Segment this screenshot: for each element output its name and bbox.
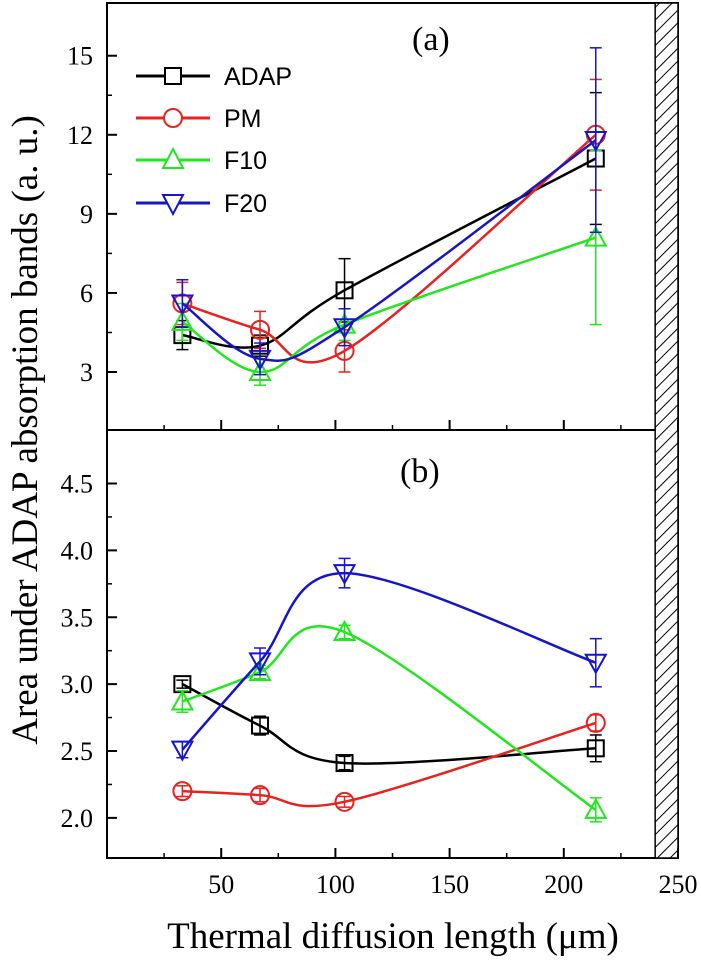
panel-b-point-pm-2 (334, 791, 355, 812)
panel-a-point-adap-2 (335, 281, 354, 300)
panel-a-ytick-label-0: 3 (80, 358, 93, 387)
panel-a-point-f20-1 (248, 349, 272, 371)
panel-a-point-f20-2 (332, 318, 357, 340)
xtick-label-4: 250 (659, 870, 698, 899)
panel-b-point-pm-1 (250, 785, 271, 806)
panel-a-line-f10 (181, 236, 597, 374)
panel-b-point-adap-3 (586, 739, 605, 758)
y-axis-title: Area under ADAP absorption bands (a. u.) (5, 115, 46, 745)
panel-b-point-f10-2 (332, 619, 357, 641)
legend-marker-f10 (161, 146, 185, 169)
legend-label-pm: PM (224, 105, 262, 133)
axis-ticks: 3 6 9 12 15 2.0 2.5 3.0 3.5 4.0 4.5 50 100 150 200 250 (61, 42, 698, 899)
panel-a-point-f10-1 (248, 359, 272, 382)
panel-b-ytick-label-5: 4.5 (61, 470, 94, 499)
panel-a-frame (106, 2, 679, 431)
panel-b-point-f20-2 (332, 564, 357, 586)
panel-b-line-f10 (181, 624, 597, 811)
panel-b-point-f10-1 (248, 660, 272, 682)
xtick-label-0: 50 (208, 870, 234, 899)
panel-a-point-f10-3 (584, 225, 608, 247)
panel-b-point-adap-1 (251, 716, 270, 735)
panel-b-point-f10-3 (584, 797, 608, 819)
panel-b-ytick-label-0: 2.0 (61, 804, 94, 833)
panel-b-frame (106, 429, 679, 859)
panel-b-line-pm (182, 721, 597, 808)
legend-label-adap: ADAP (224, 63, 292, 91)
x-axis-title: Thermal diffusion length (μm) (167, 916, 619, 957)
panel-b-point-f10-0 (170, 689, 195, 711)
xtick-label-1: 100 (316, 870, 355, 899)
legend-marker-pm (163, 108, 183, 128)
legend-marker-f20 (161, 194, 185, 217)
panel-b-point-f20-1 (248, 652, 272, 674)
panel-b-ytick-label-4: 4.0 (61, 536, 94, 565)
panel-b-ytick-label-1: 2.5 (61, 737, 94, 766)
panel-a-point-f20-0 (170, 294, 195, 316)
legend: ADAP PM F10 F20 (136, 63, 292, 218)
panel-b-label: (b) (400, 453, 440, 490)
panel-b-point-adap-2 (335, 754, 354, 773)
hatched-region-rect (654, 2, 679, 859)
legend-label-f20: F20 (224, 190, 267, 218)
hatched-region (654, 2, 679, 859)
panel-b-ytick-label-3: 3.5 (61, 603, 94, 632)
plot-layer (170, 47, 608, 823)
panel-a-point-f20-3 (584, 131, 608, 153)
panel-a-line-pm (181, 133, 597, 364)
panel-b-point-f20-3 (584, 653, 608, 675)
panel-b-point-f20-0 (170, 740, 195, 762)
legend-marker-adap (164, 67, 182, 85)
panel-b-line-adap (181, 682, 596, 765)
xtick-label-3: 200 (544, 870, 583, 899)
panel-a-ytick-label-3: 12 (67, 121, 93, 150)
panel-a-line-f20 (181, 139, 597, 362)
panel-a-label: (a) (412, 21, 450, 58)
panel-a-point-pm-1 (250, 319, 271, 340)
legend-label-f10: F10 (224, 147, 267, 175)
panel-b-ytick-label-2: 3.0 (61, 670, 94, 699)
panel-a-ytick-label-2: 9 (80, 200, 93, 229)
panel-a-ytick-label-4: 15 (67, 42, 93, 71)
panel-a-point-f10-0 (170, 309, 195, 331)
panel-b-line-f20 (181, 571, 597, 751)
panel-a-ytick-label-1: 6 (80, 279, 93, 308)
xtick-label-2: 150 (430, 870, 469, 899)
panel-b-point-pm-3 (585, 712, 606, 733)
panel-b-point-pm-0 (172, 781, 193, 802)
